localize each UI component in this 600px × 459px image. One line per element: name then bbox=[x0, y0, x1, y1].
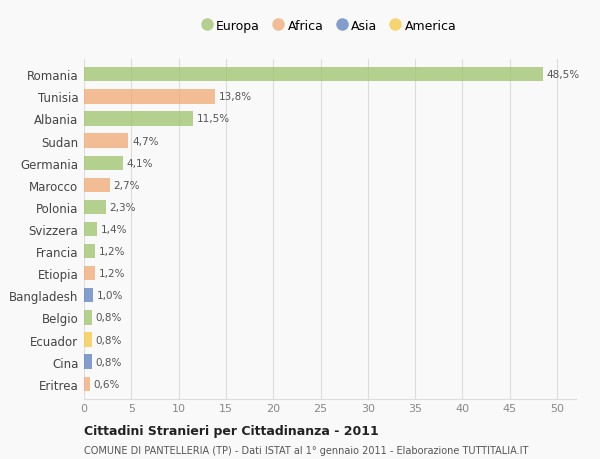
Bar bbox=[84, 289, 94, 303]
Text: 4,1%: 4,1% bbox=[127, 158, 153, 168]
Text: 0,8%: 0,8% bbox=[95, 335, 122, 345]
Legend: Europa, Africa, Asia, America: Europa, Africa, Asia, America bbox=[203, 20, 457, 33]
Bar bbox=[84, 377, 89, 391]
Bar bbox=[84, 222, 97, 237]
Bar bbox=[84, 333, 92, 347]
Text: Cittadini Stranieri per Cittadinanza - 2011: Cittadini Stranieri per Cittadinanza - 2… bbox=[84, 425, 379, 437]
Text: 13,8%: 13,8% bbox=[218, 92, 251, 102]
Text: 1,0%: 1,0% bbox=[97, 291, 124, 301]
Bar bbox=[84, 68, 543, 82]
Text: 0,8%: 0,8% bbox=[95, 357, 122, 367]
Text: 48,5%: 48,5% bbox=[547, 70, 580, 80]
Text: 0,6%: 0,6% bbox=[94, 379, 120, 389]
Bar bbox=[84, 266, 95, 281]
Text: 2,7%: 2,7% bbox=[113, 180, 140, 190]
Bar bbox=[84, 355, 92, 369]
Bar bbox=[84, 156, 123, 170]
Bar bbox=[84, 178, 110, 193]
Text: 4,7%: 4,7% bbox=[132, 136, 159, 146]
Text: 1,4%: 1,4% bbox=[101, 224, 128, 235]
Bar bbox=[84, 200, 106, 215]
Bar bbox=[84, 134, 128, 148]
Bar bbox=[84, 90, 215, 104]
Bar bbox=[84, 311, 92, 325]
Text: 2,3%: 2,3% bbox=[110, 202, 136, 213]
Bar bbox=[84, 112, 193, 126]
Bar bbox=[84, 244, 95, 259]
Text: 1,2%: 1,2% bbox=[99, 246, 125, 257]
Text: 11,5%: 11,5% bbox=[197, 114, 230, 124]
Text: 1,2%: 1,2% bbox=[99, 269, 125, 279]
Text: 0,8%: 0,8% bbox=[95, 313, 122, 323]
Text: COMUNE DI PANTELLERIA (TP) - Dati ISTAT al 1° gennaio 2011 - Elaborazione TUTTIT: COMUNE DI PANTELLERIA (TP) - Dati ISTAT … bbox=[84, 445, 529, 455]
